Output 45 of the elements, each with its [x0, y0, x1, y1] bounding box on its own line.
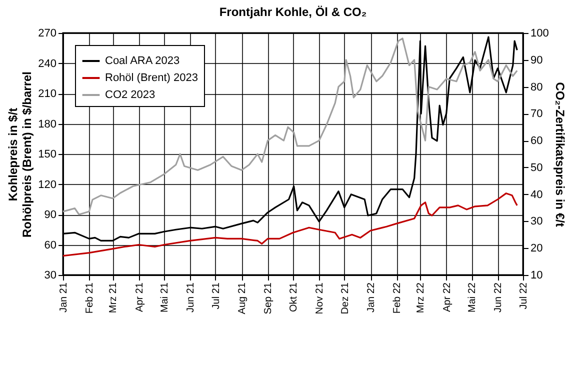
- legend-label: Rohöl (Brent) 2023: [105, 72, 198, 84]
- y2-tick-label: 100: [530, 28, 549, 40]
- y-tick-label: 240: [38, 58, 56, 70]
- x-tick-label: Mai 21: [160, 282, 171, 313]
- y-tick-label: 30: [44, 270, 56, 282]
- y2-tick-label: 50: [530, 162, 543, 174]
- y2-tick-label: 10: [530, 270, 543, 282]
- x-tick-label: Apr 22: [442, 282, 453, 312]
- x-tick-label: Okt 21: [288, 282, 300, 312]
- y2-tick-label: 30: [530, 216, 543, 228]
- x-tick-label: Apr 21: [134, 282, 146, 312]
- y2-tick-label: 20: [530, 242, 543, 255]
- line-series: [62, 192, 518, 257]
- legend-label: CO2 2023: [105, 89, 156, 101]
- x-tick-label: Jan 22: [366, 282, 378, 313]
- x-tick-label: Mrz 21: [108, 282, 120, 314]
- y-tick-label: 210: [38, 88, 56, 100]
- legend-label: Coal ARA 2023: [105, 55, 180, 67]
- y-tick-label: 90: [44, 209, 56, 221]
- y2-tick-label: 40: [530, 188, 543, 201]
- chart-title: Frontjahr Kohle, Öl & CO₂: [219, 5, 367, 19]
- y2-tick-label: 70: [530, 108, 543, 120]
- x-tick-label: Jun 22: [493, 282, 504, 313]
- y-tick-label: 270: [38, 28, 56, 40]
- y-tick-label: 120: [38, 178, 56, 191]
- x-tick-label: Feb 22: [392, 282, 404, 314]
- y-tick-label: 180: [38, 118, 56, 130]
- x-tick-label: Mrz 22: [416, 282, 427, 314]
- x-tick-label: Feb 21: [84, 282, 96, 314]
- y-tick-label: 60: [44, 239, 56, 252]
- y2-tick-label: 90: [530, 54, 543, 66]
- y2-axis-title: CO₂-Zertifikatspreis in €/t: [552, 82, 567, 227]
- x-tick-label: Jul 21: [210, 282, 222, 310]
- x-tick-label: Nov 21: [314, 282, 326, 314]
- y2-tick-label: 80: [530, 81, 543, 94]
- x-tick-label: Dez 21: [340, 282, 351, 314]
- y-tick-label: 150: [38, 148, 56, 160]
- x-tick-label: Mai 22: [467, 282, 478, 313]
- x-tick-label: Jul 22: [518, 282, 530, 310]
- x-tick-label: Sep 21: [263, 282, 274, 314]
- x-tick-label: Jun 21: [186, 282, 197, 313]
- y2-tick-label: 60: [530, 135, 543, 148]
- x-tick-label: Aug 21: [237, 282, 248, 314]
- x-tick-label: Jan 21: [58, 282, 70, 313]
- y-axis-title: Kohlepreis in $/t Rohölpreis (Brent) in $/barrel: [6, 71, 34, 238]
